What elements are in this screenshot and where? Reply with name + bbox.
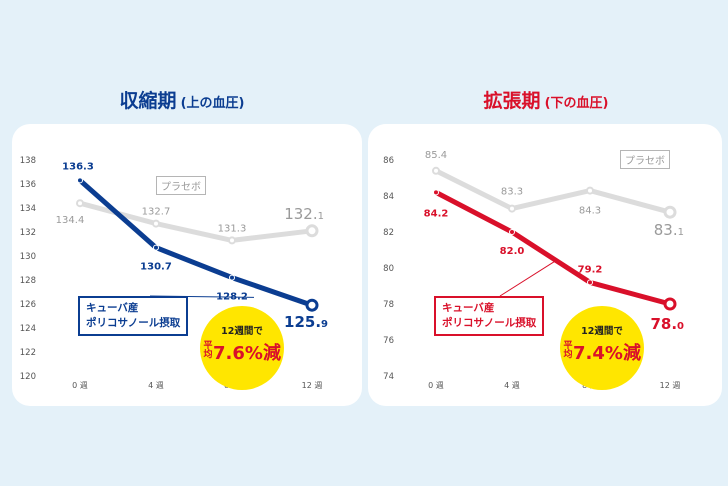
diastolic-ytick-2: 78 — [383, 300, 394, 310]
systolic-treatment-point-3 — [305, 298, 319, 312]
systolic-xtick-3: 12 週 — [302, 381, 323, 390]
diastolic-placebo-point-1 — [508, 204, 516, 213]
diastolic-placebo-point-2 — [586, 186, 594, 195]
systolic-ytick-9: 138 — [20, 156, 36, 166]
systolic-legend-line-1: キューバ産 — [86, 302, 139, 314]
diastolic-placebo-label-1: 83.3 — [501, 187, 523, 198]
systolic-badge-suffix: 減 — [262, 343, 281, 364]
systolic-xtick-0: 0 週 — [72, 381, 88, 390]
diastolic-placebo-label-dec: 1 — [678, 227, 684, 238]
systolic-card — [12, 124, 362, 406]
diastolic-treatment-point-3 — [663, 297, 677, 311]
systolic-placebo-point-2 — [228, 236, 236, 245]
systolic-badge-avg: 平均 — [203, 341, 213, 360]
diastolic-reduction-badge: 12週間で 平均7.4%減 — [560, 306, 644, 390]
systolic-treatment-label-1: 130.7 — [140, 262, 172, 273]
systolic-placebo-point-3 — [305, 224, 319, 238]
diastolic-ytick-3: 80 — [383, 264, 394, 274]
diastolic-placebo-label-2: 84.3 — [579, 206, 601, 217]
systolic-ytick-5: 130 — [20, 252, 36, 262]
systolic-ytick-4: 128 — [20, 276, 36, 286]
diastolic-card — [368, 124, 722, 406]
diastolic-treatment-label-0: 84.2 — [424, 208, 449, 219]
diastolic-placebo-label-0: 85.4 — [425, 150, 447, 161]
systolic-treatment-label-3: 125.9 — [284, 313, 328, 331]
systolic-placebo-point-1 — [152, 219, 160, 228]
systolic-treatment-point-1 — [153, 244, 159, 251]
diastolic-placebo-label-int: 83. — [654, 221, 678, 239]
diastolic-badge-suffix: 減 — [622, 343, 641, 364]
diastolic-ytick-0: 74 — [383, 372, 394, 382]
diastolic-treatment-label-int: 78. — [650, 315, 677, 333]
diastolic-placebo-label-3: 83.1 — [654, 221, 684, 239]
diastolic-legend-line-1: キューバ産 — [442, 302, 495, 314]
systolic-treatment-label-dec: 9 — [321, 319, 328, 330]
systolic-treatment-label-2: 128.2 — [216, 292, 248, 303]
diastolic-legend-line-2: ポリコサノール摂取 — [442, 317, 537, 329]
diastolic-treatment-label-2: 79.2 — [578, 264, 603, 275]
systolic-placebo-label-2: 131.3 — [218, 223, 247, 234]
diastolic-title-main: 拡張期 — [483, 90, 541, 112]
systolic-xtick-1: 4 週 — [148, 381, 164, 390]
diastolic-treatment-point-2 — [587, 279, 593, 286]
systolic-treatment-line — [78, 178, 313, 308]
diastolic-treatment-point-0 — [433, 189, 439, 196]
systolic-ytick-6: 132 — [20, 228, 36, 238]
diastolic-xtick-1: 4 週 — [504, 381, 520, 390]
diastolic-ytick-1: 76 — [383, 336, 394, 346]
systolic-ytick-2: 124 — [20, 324, 36, 334]
diastolic-placebo-line — [434, 168, 671, 215]
systolic-panel: 収縮期 (上の血圧) 120 122 124 126 128 130 132 134 136 138… — [0, 86, 364, 406]
systolic-treatment-label-int: 125. — [284, 313, 321, 331]
systolic-treatment-point-2 — [229, 274, 235, 281]
diastolic-treatment-label-3: 78.0 — [650, 315, 684, 333]
systolic-placebo-label-dec: 1 — [318, 211, 324, 222]
systolic-title-main: 収縮期 — [119, 90, 177, 112]
systolic-treatment-label-0: 136.3 — [62, 161, 94, 172]
diastolic-title-sub: (下の血圧) — [544, 96, 609, 111]
systolic-ytick-3: 126 — [20, 300, 36, 310]
systolic-placebo-label-3: 132.1 — [284, 205, 324, 223]
diastolic-treatment-label-dec: 0 — [677, 321, 684, 332]
diastolic-treatment-point-1 — [509, 229, 515, 235]
diastolic-ytick-5: 84 — [383, 192, 394, 202]
diastolic-badge-period: 12週間で — [581, 326, 623, 337]
diastolic-xtick-3: 12 週 — [660, 381, 681, 390]
systolic-treatment-point-0 — [77, 177, 83, 184]
diastolic-ytick-6: 86 — [383, 156, 394, 166]
diastolic-badge-avg: 平均 — [563, 341, 573, 360]
systolic-reduction-badge: 12週間で 平均7.6%減 — [200, 306, 284, 390]
systolic-title: 収縮期 (上の血圧) — [0, 86, 364, 113]
systolic-placebo-point-0 — [76, 199, 84, 208]
systolic-placebo-label-1: 132.7 — [142, 207, 171, 218]
systolic-badge-pct: 7.6% — [213, 343, 263, 364]
systolic-placebo-label-0: 134.4 — [56, 215, 85, 226]
systolic-placebo-label: プラセボ — [156, 176, 206, 195]
diastolic-xtick-0: 0 週 — [428, 381, 444, 390]
diastolic-badge-pct: 7.4% — [573, 343, 623, 364]
systolic-placebo-label-int: 132. — [284, 205, 317, 223]
systolic-badge-period: 12週間で — [221, 326, 263, 337]
systolic-treatment-legend: キューバ産 ポリコサノール摂取 — [78, 296, 189, 336]
diastolic-placebo-point-0 — [432, 166, 440, 175]
diastolic-treatment-legend: キューバ産 ポリコサノール摂取 — [434, 296, 545, 336]
systolic-ytick-1: 122 — [20, 348, 36, 358]
systolic-ytick-0: 120 — [20, 372, 36, 382]
diastolic-placebo-label: プラセボ — [620, 150, 670, 169]
diastolic-treatment-label-1: 82.0 — [500, 246, 525, 257]
systolic-ytick-8: 136 — [20, 180, 36, 190]
diastolic-legend-leader — [499, 260, 556, 297]
diastolic-treatment-line — [434, 190, 671, 307]
systolic-ytick-7: 134 — [20, 204, 36, 214]
systolic-title-sub: (上の血圧) — [180, 96, 245, 111]
diastolic-placebo-point-3 — [663, 205, 677, 219]
diastolic-ytick-4: 82 — [383, 228, 394, 238]
diastolic-title: 拡張期 (下の血圧) — [364, 86, 728, 113]
systolic-legend-line-2: ポリコサノール摂取 — [86, 317, 181, 329]
